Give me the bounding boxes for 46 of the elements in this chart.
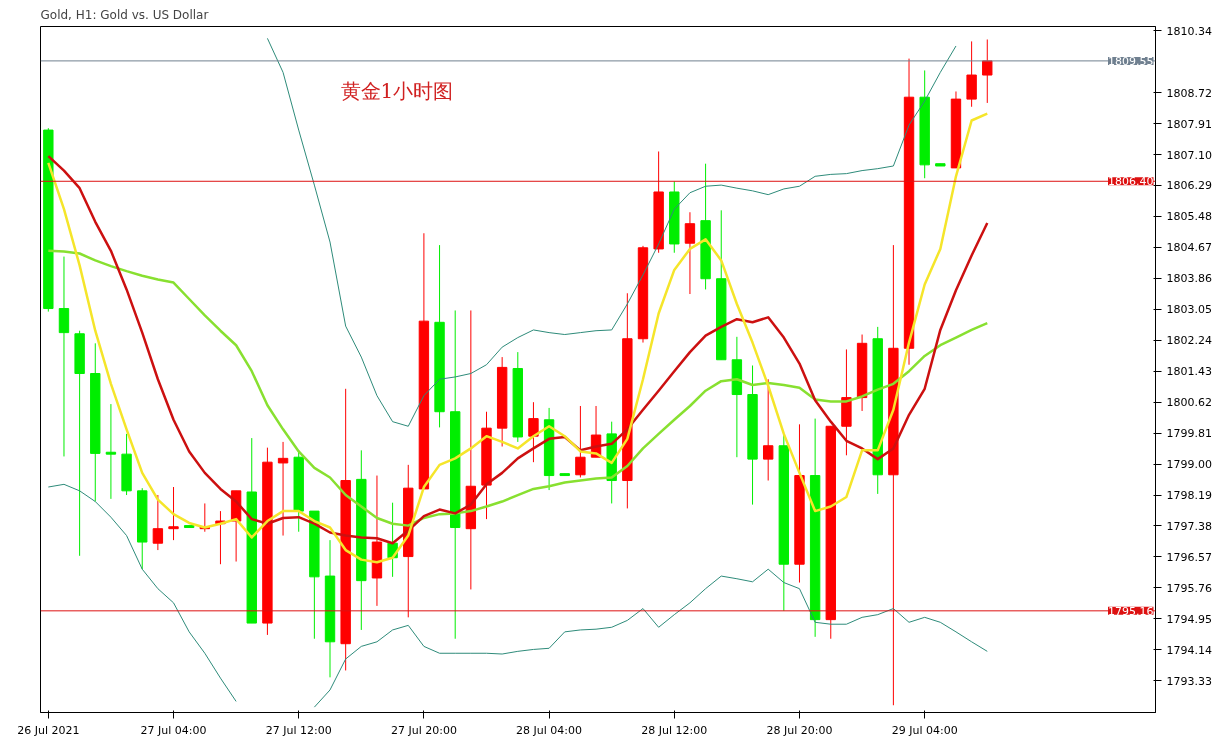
annotation: 黄金1小时图 xyxy=(340,78,454,103)
ref-line-label: 1809.55 xyxy=(1108,54,1154,68)
y-tick-label: 1799.81 xyxy=(1166,427,1212,441)
y-tick-label: 1800.62 xyxy=(1166,396,1212,410)
x-tick-label: 27 Jul 04:00 xyxy=(140,723,207,737)
y-tick-label: 1810.34 xyxy=(1166,24,1212,38)
x-tick-label: 28 Jul 12:00 xyxy=(641,723,708,737)
chart-title: Gold, H1: Gold vs. US Dollar xyxy=(40,7,209,22)
y-tick-label: 1795.76 xyxy=(1166,581,1212,595)
y-tick-label: 1808.72 xyxy=(1166,86,1212,100)
candlestick xyxy=(982,38,993,104)
line-series xyxy=(266,37,957,427)
x-tick-label: 27 Jul 12:00 xyxy=(265,723,332,737)
x-tick-label: 26 Jul 2021 xyxy=(17,723,80,737)
y-tick-label: 1807.91 xyxy=(1166,117,1212,131)
x-tick-label: 28 Jul 20:00 xyxy=(766,723,833,737)
candlestick xyxy=(58,256,70,457)
y-tick-label: 1794.14 xyxy=(1166,643,1212,657)
ref-line-label: 1795.16 xyxy=(1108,604,1154,618)
x-tick-label: 27 Jul 20:00 xyxy=(390,723,457,737)
y-tick-label: 1803.86 xyxy=(1166,272,1212,286)
y-tick-label: 1804.67 xyxy=(1166,241,1212,255)
candlestick xyxy=(575,405,586,478)
x-tick-label: 29 Jul 04:00 xyxy=(891,723,958,737)
candlestick xyxy=(684,211,696,295)
y-tick-label: 1805.48 xyxy=(1166,210,1212,224)
candlestick xyxy=(152,494,164,551)
x-tick-label: 28 Jul 04:00 xyxy=(516,723,583,737)
y-tick-label: 1794.95 xyxy=(1166,612,1212,626)
y-tick-label: 1799.00 xyxy=(1166,458,1212,472)
candlestick xyxy=(277,441,289,537)
y-tick-label: 1798.19 xyxy=(1166,489,1212,503)
ref-line-label: 1806.40 xyxy=(1108,175,1154,189)
y-tick-label: 1807.10 xyxy=(1166,148,1212,162)
line-series xyxy=(47,249,989,527)
y-tick-label: 1803.05 xyxy=(1166,303,1212,317)
y-tick-label: 1801.43 xyxy=(1166,365,1212,379)
y-tick-label: 1806.29 xyxy=(1166,179,1212,193)
candlestick xyxy=(105,403,117,500)
y-tick-label: 1797.38 xyxy=(1166,520,1212,533)
y-tick-label: 1793.33 xyxy=(1166,674,1212,688)
candlestick xyxy=(528,401,539,463)
candlestick xyxy=(762,378,774,482)
y-tick-label: 1802.24 xyxy=(1166,334,1212,348)
candlestick xyxy=(168,486,179,541)
y-tick-label: 1796.57 xyxy=(1166,550,1212,564)
